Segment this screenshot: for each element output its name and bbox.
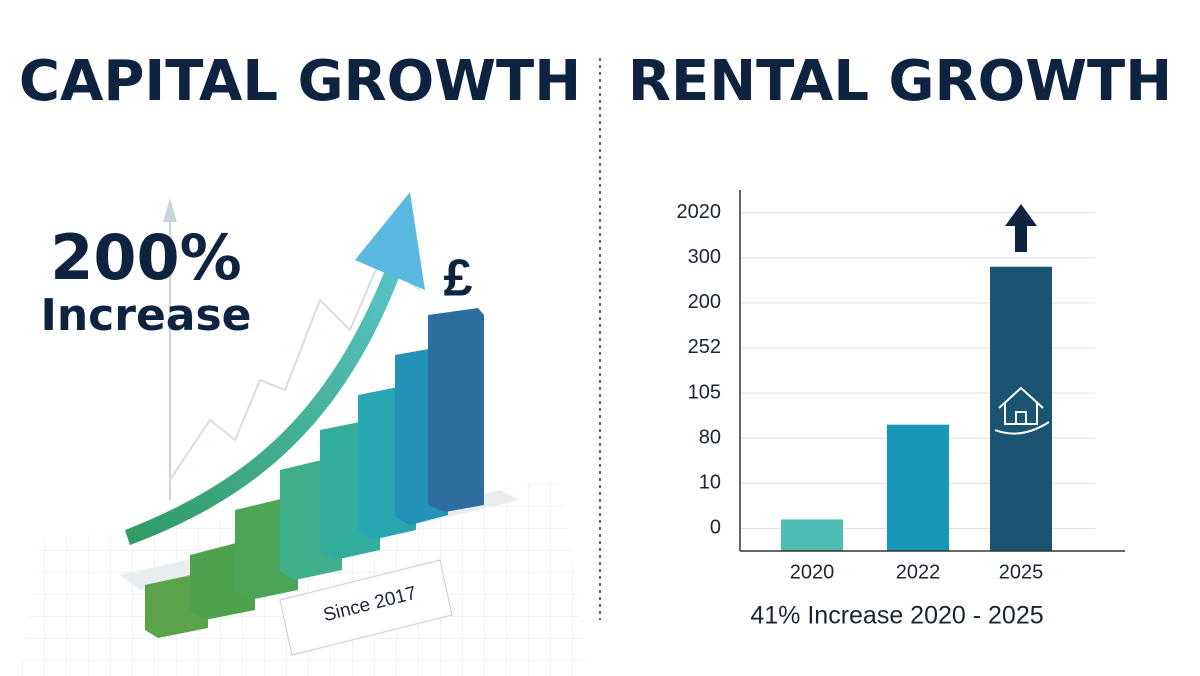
house-icon bbox=[994, 386, 1050, 435]
pound-icon: £ bbox=[444, 250, 473, 308]
y-tick-label: 300 bbox=[688, 246, 721, 268]
bar bbox=[781, 519, 843, 551]
left-title: CAPITAL GROWTH bbox=[19, 49, 581, 114]
y-tick-label: 252 bbox=[688, 336, 721, 358]
bar bbox=[887, 424, 949, 551]
y-tick-label: 80 bbox=[699, 426, 721, 448]
headline: 200% bbox=[50, 221, 242, 294]
y-tick-label: 2020 bbox=[677, 201, 722, 223]
plot bbox=[740, 212, 1095, 551]
chart-title: RENTAL GROWTH bbox=[628, 49, 1172, 114]
x-tick-label: 2025 bbox=[999, 561, 1044, 583]
bar bbox=[990, 266, 1052, 551]
y-tick-label: 0 bbox=[710, 517, 721, 539]
illustration: £ bbox=[20, 192, 590, 676]
y-tick-label: 105 bbox=[688, 381, 721, 403]
up-arrow bbox=[1005, 204, 1037, 252]
y-tick-label: 10 bbox=[699, 472, 721, 494]
x-tick-label: 2022 bbox=[896, 561, 941, 583]
subline: Increase bbox=[40, 290, 251, 341]
x-tick-label: 2020 bbox=[790, 561, 835, 583]
y-tick-label: 200 bbox=[688, 291, 721, 313]
x-axis-label: 41% Increase 2020 - 2025 bbox=[750, 602, 1043, 630]
illustration-bars bbox=[145, 308, 484, 638]
